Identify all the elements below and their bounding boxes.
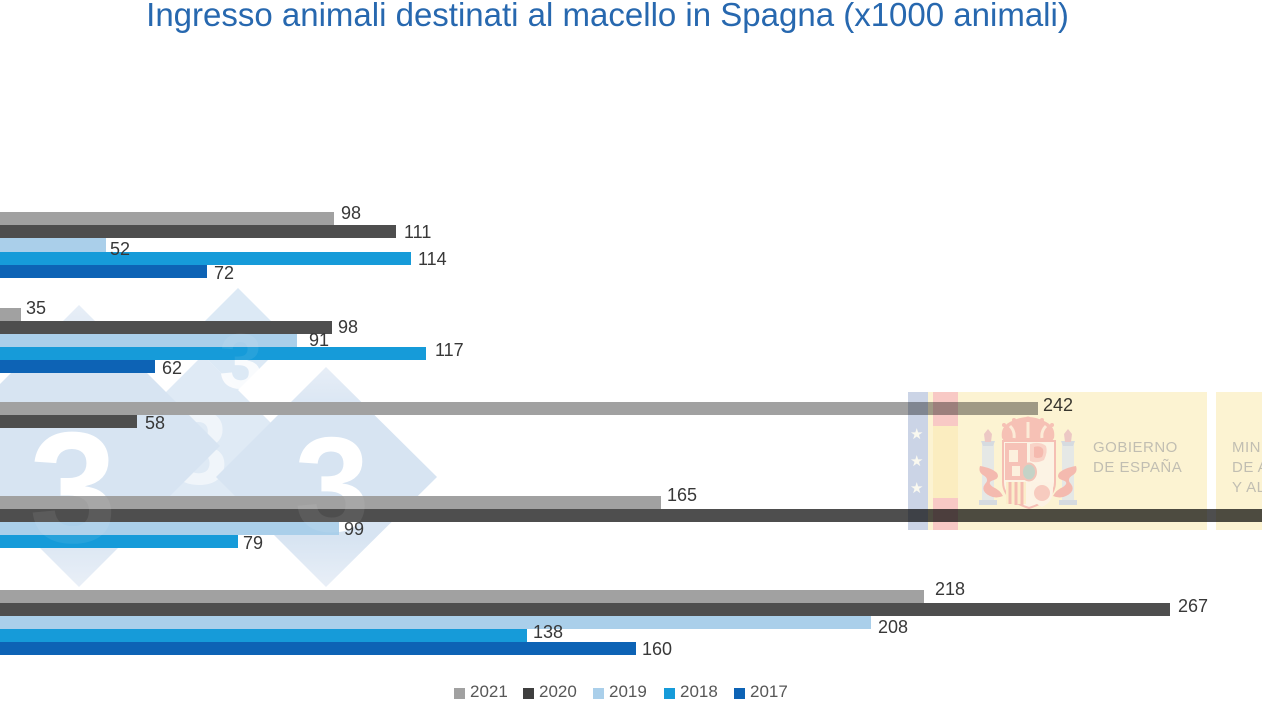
svg-text:3: 3 [219,317,262,405]
svg-text:3: 3 [294,409,369,560]
svg-text:3: 3 [29,400,117,576]
